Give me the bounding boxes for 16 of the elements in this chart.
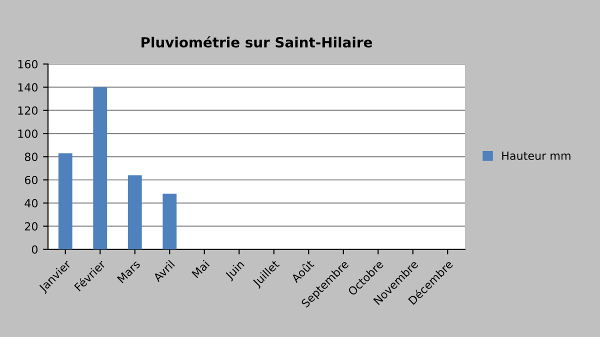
y-tick-label: 40	[24, 199, 38, 208]
y-tick-label: 0	[32, 245, 38, 254]
y-tick-label: 160	[18, 60, 38, 68]
y-tick-label: 140	[18, 83, 38, 92]
bar	[128, 175, 142, 250]
y-tick-label: 60	[24, 176, 38, 184]
y-tick-label: 80	[24, 152, 38, 162]
y-tick-label: 100	[18, 130, 38, 138]
y-tick-label: 120	[18, 106, 38, 115]
bar	[58, 153, 72, 250]
legend-label: Hauteur mm	[502, 152, 570, 160]
bar	[162, 194, 177, 250]
x-tick-label: Mai	[191, 260, 210, 278]
bar	[93, 87, 108, 250]
chart-title: Pluviométrie sur Saint-Hilaire	[142, 36, 372, 48]
y-tick-label: 20	[24, 222, 38, 231]
